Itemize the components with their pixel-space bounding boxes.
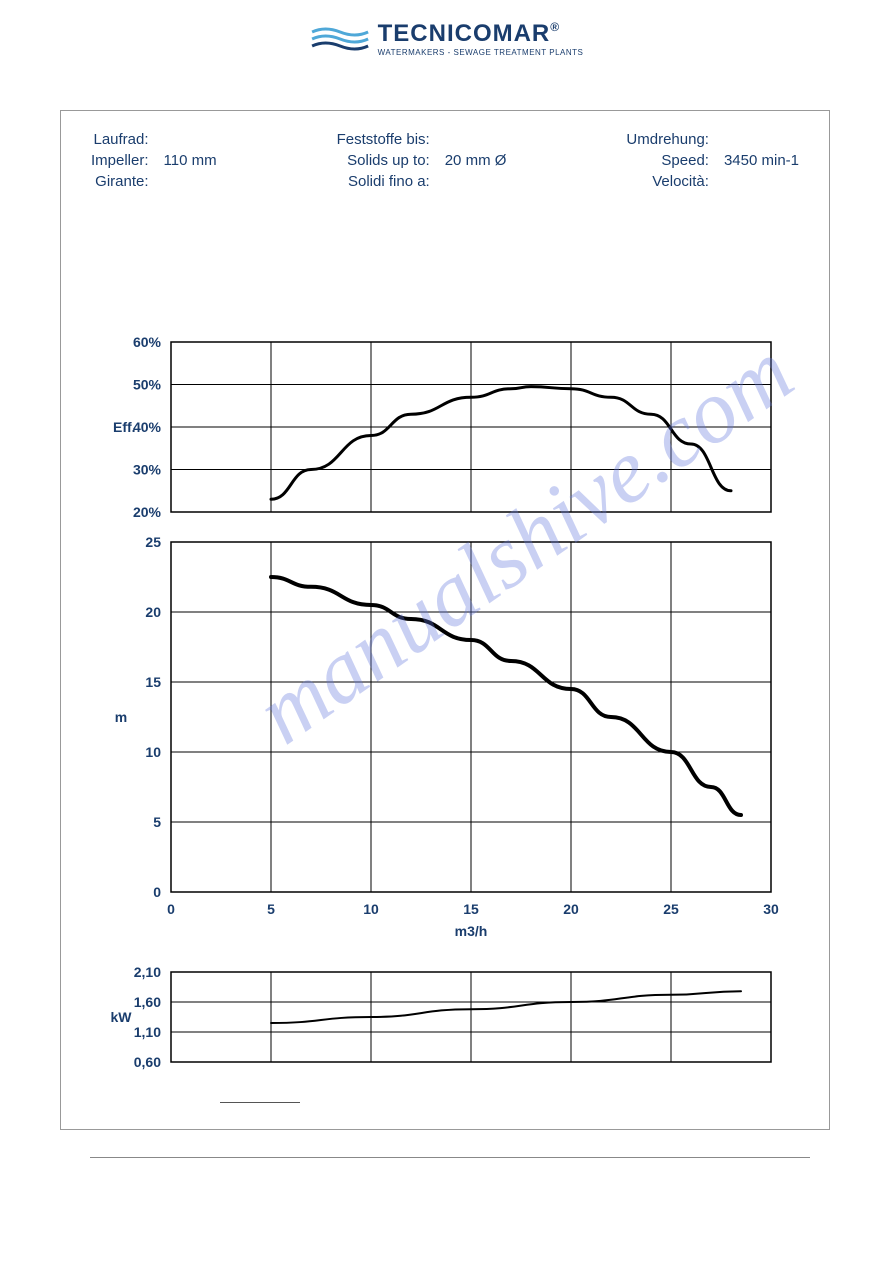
- svg-text:1,10: 1,10: [134, 1024, 161, 1040]
- speed-label-de: Umdrehung:: [626, 129, 709, 150]
- svg-text:m3/h: m3/h: [455, 923, 488, 939]
- svg-text:20%: 20%: [133, 504, 162, 520]
- speed-value: 3450 min-1: [724, 150, 799, 171]
- logo-text: TECNICOMAR® WATERMAKERS - SEWAGE TREATME…: [378, 20, 584, 57]
- impeller-label-en: Impeller:: [91, 150, 149, 171]
- charts-container: 20% 30% 40% 50% 60% Eff. 0 5 10 15 20 25 m 0 5 10 15 20 25…: [91, 332, 799, 1112]
- svg-text:30: 30: [763, 901, 779, 917]
- solids-label-de: Feststoffe bis:: [337, 129, 430, 150]
- svg-text:m: m: [115, 709, 127, 725]
- svg-text:15: 15: [463, 901, 479, 917]
- svg-text:50%: 50%: [133, 377, 162, 393]
- svg-text:kW: kW: [111, 1009, 133, 1025]
- chart-frame: Laufrad: Impeller: Girante: 110 mm Fests…: [60, 110, 830, 1130]
- registered-mark: ®: [550, 20, 560, 34]
- logo-waves-icon: [310, 24, 370, 54]
- svg-text:1,60: 1,60: [134, 994, 161, 1010]
- svg-text:10: 10: [145, 744, 161, 760]
- svg-text:2,10: 2,10: [134, 964, 161, 980]
- logo-tagline: WATERMAKERS - SEWAGE TREATMENT PLANTS: [378, 48, 584, 57]
- svg-text:0: 0: [153, 884, 161, 900]
- impeller-label-it: Girante:: [91, 171, 149, 192]
- svg-text:20: 20: [563, 901, 579, 917]
- impeller-label-de: Laufrad:: [91, 129, 149, 150]
- svg-text:0: 0: [167, 901, 175, 917]
- solids-label-it: Solidi fino a:: [337, 171, 430, 192]
- solids-value: 20 mm Ø: [445, 150, 507, 171]
- svg-text:Eff.: Eff.: [113, 419, 136, 435]
- svg-text:60%: 60%: [133, 334, 162, 350]
- speed-label-en: Speed:: [626, 150, 709, 171]
- impeller-spec: Laufrad: Impeller: Girante: 110 mm: [91, 129, 217, 192]
- speed-label-it: Velocità:: [626, 171, 709, 192]
- impeller-value: 110 mm: [164, 150, 217, 171]
- svg-text:0,60: 0,60: [134, 1054, 161, 1070]
- svg-text:20: 20: [145, 604, 161, 620]
- svg-text:5: 5: [267, 901, 275, 917]
- pump-curves-chart: 20% 30% 40% 50% 60% Eff. 0 5 10 15 20 25 m 0 5 10 15 20 25…: [91, 332, 801, 1112]
- svg-text:25: 25: [145, 534, 161, 550]
- footer-divider: [90, 1157, 810, 1158]
- brand-name: TECNICOMAR: [378, 20, 551, 47]
- svg-text:5: 5: [153, 814, 161, 830]
- logo-brand: TECNICOMAR®: [378, 20, 584, 48]
- svg-text:10: 10: [363, 901, 379, 917]
- specs-header: Laufrad: Impeller: Girante: 110 mm Fests…: [91, 129, 799, 192]
- small-underline: [220, 1102, 300, 1103]
- svg-text:25: 25: [663, 901, 679, 917]
- logo: TECNICOMAR® WATERMAKERS - SEWAGE TREATME…: [310, 20, 584, 57]
- svg-text:40%: 40%: [133, 419, 162, 435]
- svg-text:15: 15: [145, 674, 161, 690]
- speed-spec: Umdrehung: Speed: Velocità: 3450 min-1: [626, 129, 799, 192]
- solids-label-en: Solids up to:: [337, 150, 430, 171]
- svg-text:30%: 30%: [133, 462, 162, 478]
- solids-spec: Feststoffe bis: Solids up to: Solidi fin…: [337, 129, 507, 192]
